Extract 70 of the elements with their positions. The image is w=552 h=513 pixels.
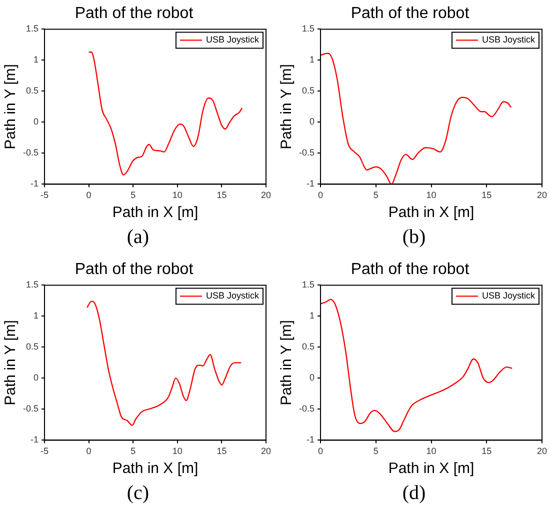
x-tick-label: 20 — [260, 446, 272, 456]
y-tick-label: -0.5 — [22, 404, 39, 414]
x-axis-title: Path in X [m] — [388, 204, 474, 222]
x-tick-label: 10 — [172, 446, 182, 456]
y-tick-label: 0.5 — [26, 342, 39, 352]
text: (d) — [402, 481, 426, 506]
text: (c) — [126, 481, 150, 506]
y-axis-title: Path in Y [m] — [2, 64, 20, 150]
x-tick-label: -5 — [40, 446, 49, 456]
line-series — [88, 52, 243, 176]
text: (b) — [402, 225, 426, 250]
y-tick-label: -1 — [306, 434, 315, 445]
x-tick-label: 5 — [373, 446, 378, 456]
y-tick-label: 1 — [309, 310, 315, 321]
x-tick-label: 5 — [130, 190, 136, 200]
y-tick-label: 0.5 — [302, 86, 315, 96]
x-tick-label: 0 — [318, 190, 324, 200]
x-tick-label: 10 — [426, 190, 436, 200]
x-tick-label: 0 — [318, 446, 324, 456]
legend-label: USB Joystick — [482, 290, 536, 301]
x-tick-label: -5 — [40, 190, 49, 200]
line-series — [86, 300, 242, 426]
y-tick-label: 1.5 — [302, 24, 315, 34]
y-tick-label: -0.5 — [298, 404, 315, 414]
y-tick-label: 1 — [309, 54, 315, 65]
y-tick-label: -1 — [30, 434, 39, 445]
line-series — [320, 298, 513, 432]
y-tick-label: 0 — [33, 372, 39, 383]
y-tick-label: 1 — [33, 310, 39, 321]
x-tick-label: 15 — [482, 446, 492, 456]
chart-title: Path of the robot — [74, 261, 194, 278]
y-tick-label: 0 — [309, 372, 315, 383]
legend-label: USB Joystick — [206, 34, 260, 45]
x-tick-label: 0 — [86, 446, 92, 456]
y-axis-title: Path in Y [m] — [278, 320, 296, 406]
chart-title: Path of the robot — [350, 5, 470, 22]
x-tick-label: 10 — [172, 190, 182, 200]
x-tick-label: 20 — [536, 446, 548, 456]
x-axis-title: Path in X [m] — [112, 204, 198, 222]
chart-title: Path of the robot — [350, 261, 470, 278]
legend-label: USB Joystick — [482, 34, 536, 45]
y-tick-label: 0 — [33, 116, 39, 127]
x-tick-label: 10 — [426, 446, 436, 456]
y-tick-label: 1 — [33, 54, 39, 65]
y-axis-title: Path in Y [m] — [2, 320, 20, 406]
x-tick-label: 15 — [482, 190, 492, 200]
y-tick-label: 0.5 — [26, 86, 39, 96]
x-tick-label: 15 — [216, 446, 227, 456]
x-tick-label: 20 — [260, 190, 272, 200]
x-tick-label: 20 — [536, 190, 548, 200]
x-tick-label: 5 — [130, 446, 136, 456]
y-tick-label: -0.5 — [298, 148, 315, 158]
x-tick-label: 0 — [86, 190, 92, 200]
text: (a) — [126, 225, 150, 250]
x-axis-title: Path in X [m] — [112, 460, 198, 478]
x-tick-label: 5 — [373, 190, 378, 200]
y-tick-label: 1.5 — [26, 24, 39, 34]
y-tick-label: -1 — [30, 178, 39, 189]
line-series — [320, 52, 512, 184]
y-tick-label: 0.5 — [302, 342, 315, 352]
x-axis-title: Path in X [m] — [388, 460, 474, 478]
y-axis-title: Path in Y [m] — [278, 64, 296, 150]
chart-title: Path of the robot — [74, 5, 194, 22]
y-tick-label: -1 — [306, 178, 315, 189]
x-tick-label: 15 — [216, 190, 227, 200]
y-tick-label: 1.5 — [302, 280, 315, 290]
y-tick-label: -0.5 — [22, 148, 39, 158]
legend-label: USB Joystick — [206, 290, 260, 301]
y-tick-label: 1.5 — [26, 280, 39, 290]
y-tick-label: 0 — [309, 116, 315, 127]
